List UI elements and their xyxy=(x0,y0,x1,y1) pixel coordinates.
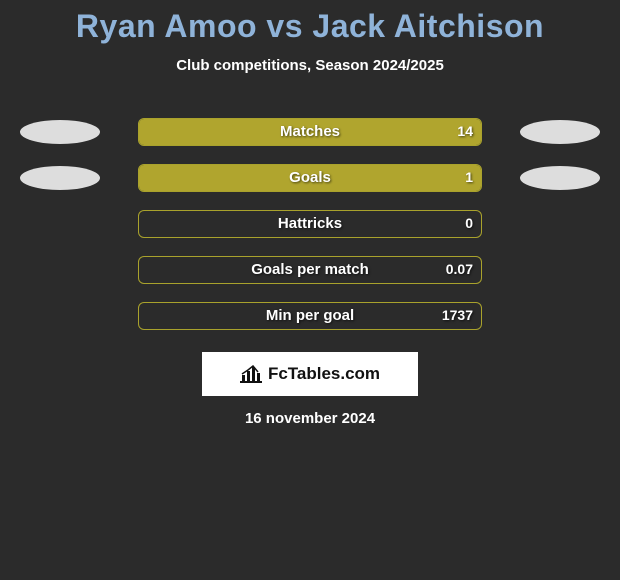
stat-bar: Goals1 xyxy=(138,164,482,192)
stat-bar-label: Hattricks xyxy=(139,215,481,232)
comparison-card: Ryan Amoo vs Jack Aitchison Club competi… xyxy=(0,0,620,580)
stat-bar-label: Matches xyxy=(139,123,481,140)
player-marker-left xyxy=(20,166,100,190)
chart-icon xyxy=(240,365,262,383)
stat-bar: Matches14 xyxy=(138,118,482,146)
stat-bar: Min per goal1737 xyxy=(138,302,482,330)
stat-bar-value: 14 xyxy=(457,123,473,139)
stat-row: Matches14 xyxy=(0,112,620,158)
player-marker-right xyxy=(520,120,600,144)
snapshot-date: 16 november 2024 xyxy=(0,410,620,427)
page-title: Ryan Amoo vs Jack Aitchison xyxy=(0,0,620,45)
player-marker-left xyxy=(20,120,100,144)
source-badge-text: FcTables.com xyxy=(268,364,380,384)
stat-bar-value: 0 xyxy=(465,215,473,231)
stat-bar-value: 1 xyxy=(465,169,473,185)
stat-bar-label: Goals xyxy=(139,169,481,186)
player-marker-right xyxy=(520,166,600,190)
stat-bar-value: 1737 xyxy=(442,307,473,323)
stat-row: Goals1 xyxy=(0,158,620,204)
page-subtitle: Club competitions, Season 2024/2025 xyxy=(0,57,620,74)
source-badge: FcTables.com xyxy=(202,352,418,396)
stat-bar: Hattricks0 xyxy=(138,210,482,238)
stat-bar-label: Min per goal xyxy=(139,307,481,324)
stat-rows: Matches14 Goals1 Hattricks0 Goals per match… xyxy=(0,112,620,342)
stat-bar-label: Goals per match xyxy=(139,261,481,278)
stat-bar: Goals per match0.07 xyxy=(138,256,482,284)
stat-row: Hattricks0 xyxy=(0,204,620,250)
stat-row: Goals per match0.07 xyxy=(0,250,620,296)
stat-row: Min per goal1737 xyxy=(0,296,620,342)
stat-bar-value: 0.07 xyxy=(446,261,473,277)
